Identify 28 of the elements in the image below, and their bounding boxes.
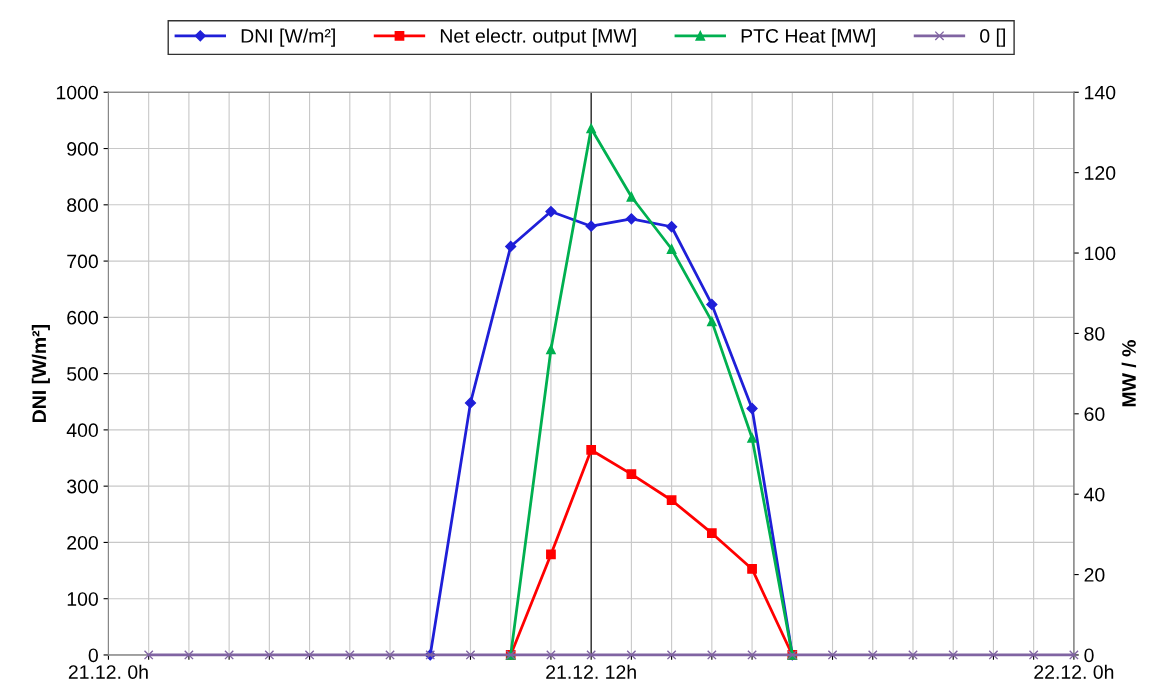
x-tick-label: 21.12. 0h — [68, 664, 148, 679]
y-axis-title: DNI [W/m²] — [31, 325, 50, 422]
legend-label: Net electr. output [MW] — [440, 28, 636, 47]
y2-tick-label: 20 — [1084, 568, 1105, 582]
y2-tick-label: 100 — [1085, 246, 1116, 261]
y2-tick-label: 0 — [1084, 648, 1094, 663]
y-tick-label: 900 — [67, 142, 98, 156]
y-tick-label: 200 — [67, 535, 98, 550]
y2-axis-title: MW / % — [1121, 340, 1137, 407]
legend-label: 0 [] — [980, 28, 1005, 47]
x-tick-label: 22.12. 0h — [1034, 664, 1114, 679]
y-tick-label: 600 — [67, 310, 98, 325]
y2-tick-label: 140 — [1085, 85, 1116, 100]
legend-label: DNI [W/m²] — [241, 28, 335, 47]
y2-tick-label: 40 — [1084, 487, 1105, 502]
y-tick-label: 500 — [67, 367, 98, 381]
y-tick-label: 800 — [67, 198, 98, 213]
y-tick-label: 400 — [66, 423, 98, 438]
y-tick-label: 0 — [88, 648, 98, 663]
y-tick-label: 300 — [67, 479, 98, 494]
y2-tick-label: 120 — [1085, 166, 1116, 180]
x-tick-label: 21.12. 12h — [546, 664, 636, 679]
y-tick-label: 100 — [67, 592, 98, 606]
y2-tick-label: 60 — [1084, 407, 1105, 422]
y-tick-label: 1000 — [56, 85, 98, 100]
y2-tick-label: 80 — [1084, 326, 1105, 341]
legend-label: PTC Heat [MW] — [741, 28, 875, 47]
y-tick-label: 700 — [67, 254, 98, 269]
